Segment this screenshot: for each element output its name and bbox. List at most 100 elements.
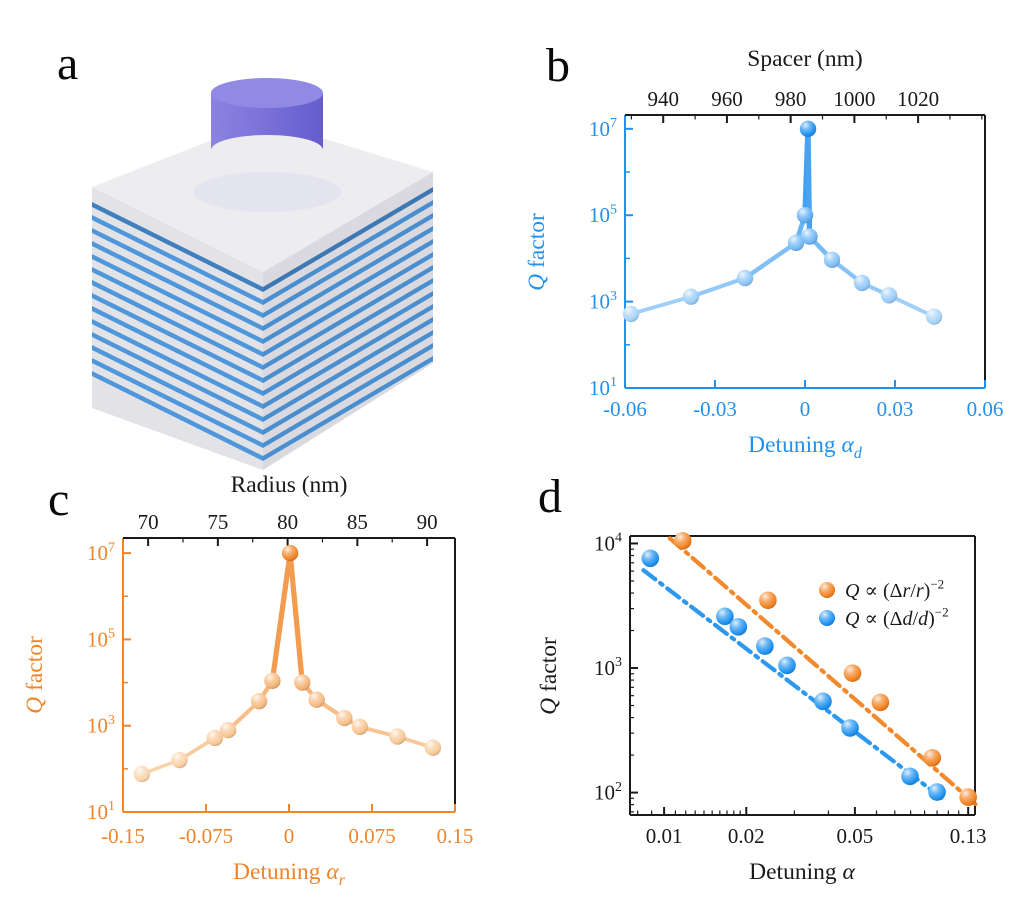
y-tick-label: 105 — [589, 202, 617, 227]
data-point — [673, 532, 692, 550]
y-axis: 102 103 104 — [594, 531, 638, 813]
y-tick-label: 101 — [589, 375, 617, 400]
q-scaling-loglog-chart: 0.01 0.02 0.05 0.13 Detuning α 102 103 104 Q fac… — [536, 531, 987, 885]
dbr-stripe — [92, 202, 263, 292]
data-point — [682, 288, 700, 305]
series-spacer-detuning-scaling — [641, 549, 949, 804]
data-point — [841, 719, 859, 737]
data-point — [736, 269, 754, 287]
top-tick-label: 1020 — [897, 87, 939, 111]
data-point — [871, 693, 890, 712]
x-tick-label: 0 — [284, 824, 295, 848]
top-axis: 70 75 80 85 90 — [138, 510, 438, 546]
data-point — [264, 672, 281, 689]
y-tick-label: 104 — [594, 531, 622, 556]
data-point — [308, 691, 325, 708]
pillar-reflection — [193, 172, 341, 212]
dbr-stripe — [263, 304, 433, 409]
fit-line — [641, 568, 949, 804]
data-point — [171, 751, 188, 769]
x-tick-label: 0.05 — [837, 824, 874, 848]
x-tick-label: 0 — [800, 397, 811, 421]
top-tick-label: 90 — [417, 510, 438, 534]
plot-frame — [122, 537, 456, 813]
data-point — [133, 765, 151, 783]
top-tick-label: 80 — [277, 510, 298, 534]
y-axis-label: Q factor — [536, 637, 562, 715]
nanopillar-dbr-schematic — [92, 78, 433, 470]
data-point — [880, 287, 898, 304]
data-point — [814, 692, 832, 711]
pillar-top — [211, 78, 323, 108]
dbr-stripes — [92, 187, 433, 461]
top-tick-label: 980 — [775, 87, 807, 111]
data-point — [787, 234, 805, 251]
dbr-stripe — [263, 252, 433, 357]
data-point — [901, 767, 919, 786]
x-tick-label: 0.01 — [646, 824, 683, 848]
data-point — [959, 788, 977, 806]
legend: Q ∝ (Δr/r)−2 Q ∝ (Δd/d)−2 — [819, 577, 949, 630]
x-tick-label: 0.13 — [950, 824, 987, 848]
dbr-stripe — [263, 239, 433, 344]
top-tick-label: 70 — [138, 510, 159, 534]
y-tick-label: 103 — [589, 289, 617, 314]
data-point — [796, 207, 814, 224]
dbr-stripe — [92, 345, 263, 435]
y-tick-label: 105 — [87, 627, 115, 652]
y-axis-label: Q factor — [22, 636, 48, 714]
data-point — [801, 228, 818, 245]
data-point — [759, 591, 777, 610]
data-point — [424, 739, 442, 756]
y-axis: 101 103 105 107 — [87, 540, 131, 824]
dbr-stripe — [263, 317, 433, 422]
dbr-stripe — [263, 278, 433, 383]
dbr-stripe — [92, 254, 263, 344]
top-axis-title: Radius (nm) — [231, 472, 348, 498]
dbr-stripe — [263, 265, 433, 370]
x-axis-label: Detuning αd — [748, 432, 863, 462]
legend-label: Q ∝ (Δr/r)−2 — [845, 577, 944, 602]
x-axis: -0.06 -0.03 0 0.03 0.06 — [603, 380, 1003, 421]
plot-frame — [629, 535, 976, 816]
y-tick-label: 107 — [589, 116, 617, 141]
data-point — [281, 544, 299, 562]
top-tick-label: 940 — [647, 87, 679, 111]
x-axis: 0.01 0.02 0.05 0.13 — [637, 807, 987, 848]
x-tick-label: 0.15 — [437, 824, 474, 848]
pillar-side — [211, 93, 323, 150]
dbr-stripe — [92, 332, 263, 422]
x-tick-label: -0.075 — [179, 824, 233, 848]
data-point — [389, 728, 406, 745]
y-axis-label: Q factor — [524, 213, 550, 291]
top-tick-label: 960 — [711, 87, 743, 111]
legend-marker — [819, 610, 835, 626]
panel-a-label: a — [57, 37, 78, 90]
y-tick-label: 102 — [594, 780, 622, 805]
data-point — [799, 120, 817, 138]
series-radius-detuning-scaling — [667, 532, 980, 808]
q-vs-spacer-detuning-chart: -0.06 -0.03 0 0.03 0.06 Detuning αd 101 103 105 1… — [524, 46, 1003, 462]
dbr-stripe — [263, 200, 433, 305]
dbr-stripe — [92, 371, 263, 461]
panel-d-label: d — [538, 470, 562, 523]
panel-b-label: b — [546, 39, 570, 92]
y-tick-label: 103 — [594, 655, 622, 680]
data-point — [716, 607, 734, 626]
dbr-stripe — [92, 306, 263, 396]
y-tick-label: 101 — [87, 799, 115, 824]
dbr-stripe — [263, 213, 433, 318]
data-point — [756, 637, 774, 655]
x-axis-label: Detuning αr — [233, 859, 346, 889]
dbr-stripe — [263, 330, 433, 435]
panel-c-label: c — [48, 473, 69, 526]
x-axis-label: Detuning α — [749, 859, 855, 885]
data-point — [778, 656, 796, 675]
data-point — [823, 251, 841, 268]
data-point — [336, 709, 353, 727]
data-point — [853, 274, 871, 292]
top-tick-label: 85 — [347, 510, 368, 534]
x-tick-label: -0.06 — [603, 397, 647, 421]
